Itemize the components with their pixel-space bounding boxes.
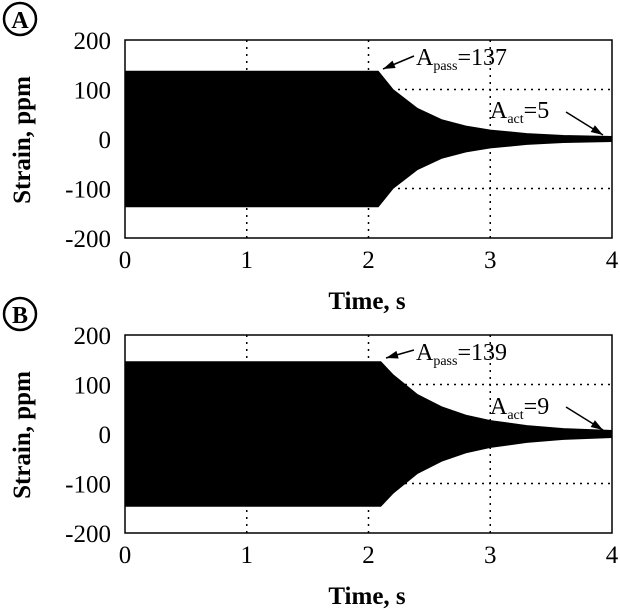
x-tick-label: 4 [606,247,619,274]
y-tick-label: 200 [74,323,112,350]
annotation-arrowhead [383,60,396,69]
y-tick-label: 100 [74,373,112,400]
y-tick-label: 200 [74,28,112,55]
x-tick-label: 1 [241,542,254,569]
strain-envelope [124,361,613,507]
annotation-arrowhead [590,420,603,430]
strain-envelope [124,70,613,208]
axes-frame [124,39,613,239]
x-tick-label: 2 [362,542,375,569]
annotation-label: Aact=9 [490,394,549,423]
panel-b: B 200 100 0 -100 -200 0 1 2 3 4 Apass=139 Aact=9 Ti… [2,296,619,610]
x-tick-label: 0 [119,542,132,569]
y-tick-label: -200 [65,521,111,548]
plot-area: 200 100 0 -100 -200 0 1 2 3 4 Apass=139 Aact=9 [65,323,619,569]
y-tick-label: -100 [65,177,111,204]
axes-frame [124,334,613,534]
y-tick-label: 100 [74,78,112,105]
panel-letter: B [12,303,28,329]
panel-letter-circle [2,1,38,37]
plot-area: 200 100 0 -100 -200 0 1 2 3 4 Apass=137 Aact=5 [65,28,619,274]
x-axis-label: Time, s [328,583,406,610]
panel-letter-circle [2,296,38,332]
panel-letter: A [11,8,29,34]
x-tick-label: 3 [484,542,497,569]
annotation-label: Apass=137 [416,45,507,74]
annotation-label: Apass=139 [416,340,507,369]
y-axis-label: Strain, ppm [9,371,36,499]
y-axis-label: Strain, ppm [9,76,36,204]
y-tick-label: 0 [99,422,112,449]
x-tick-label: 3 [484,247,497,274]
x-tick-label: 0 [119,247,132,274]
y-tick-label: 0 [99,127,112,154]
annotation-label: Aact=5 [490,98,549,127]
x-axis-label: Time, s [328,288,406,315]
x-tick-label: 1 [241,247,254,274]
x-tick-label: 2 [362,247,375,274]
annotation-arrowhead [590,125,603,135]
x-tick-label: 4 [606,542,619,569]
y-tick-label: -100 [65,472,111,499]
y-tick-label: -200 [65,226,111,253]
annotation-arrowhead [386,350,399,359]
panel-a: A 200 100 0 -100 -200 0 1 2 3 4 Apass=137 Aact=5 Ti… [2,1,619,315]
